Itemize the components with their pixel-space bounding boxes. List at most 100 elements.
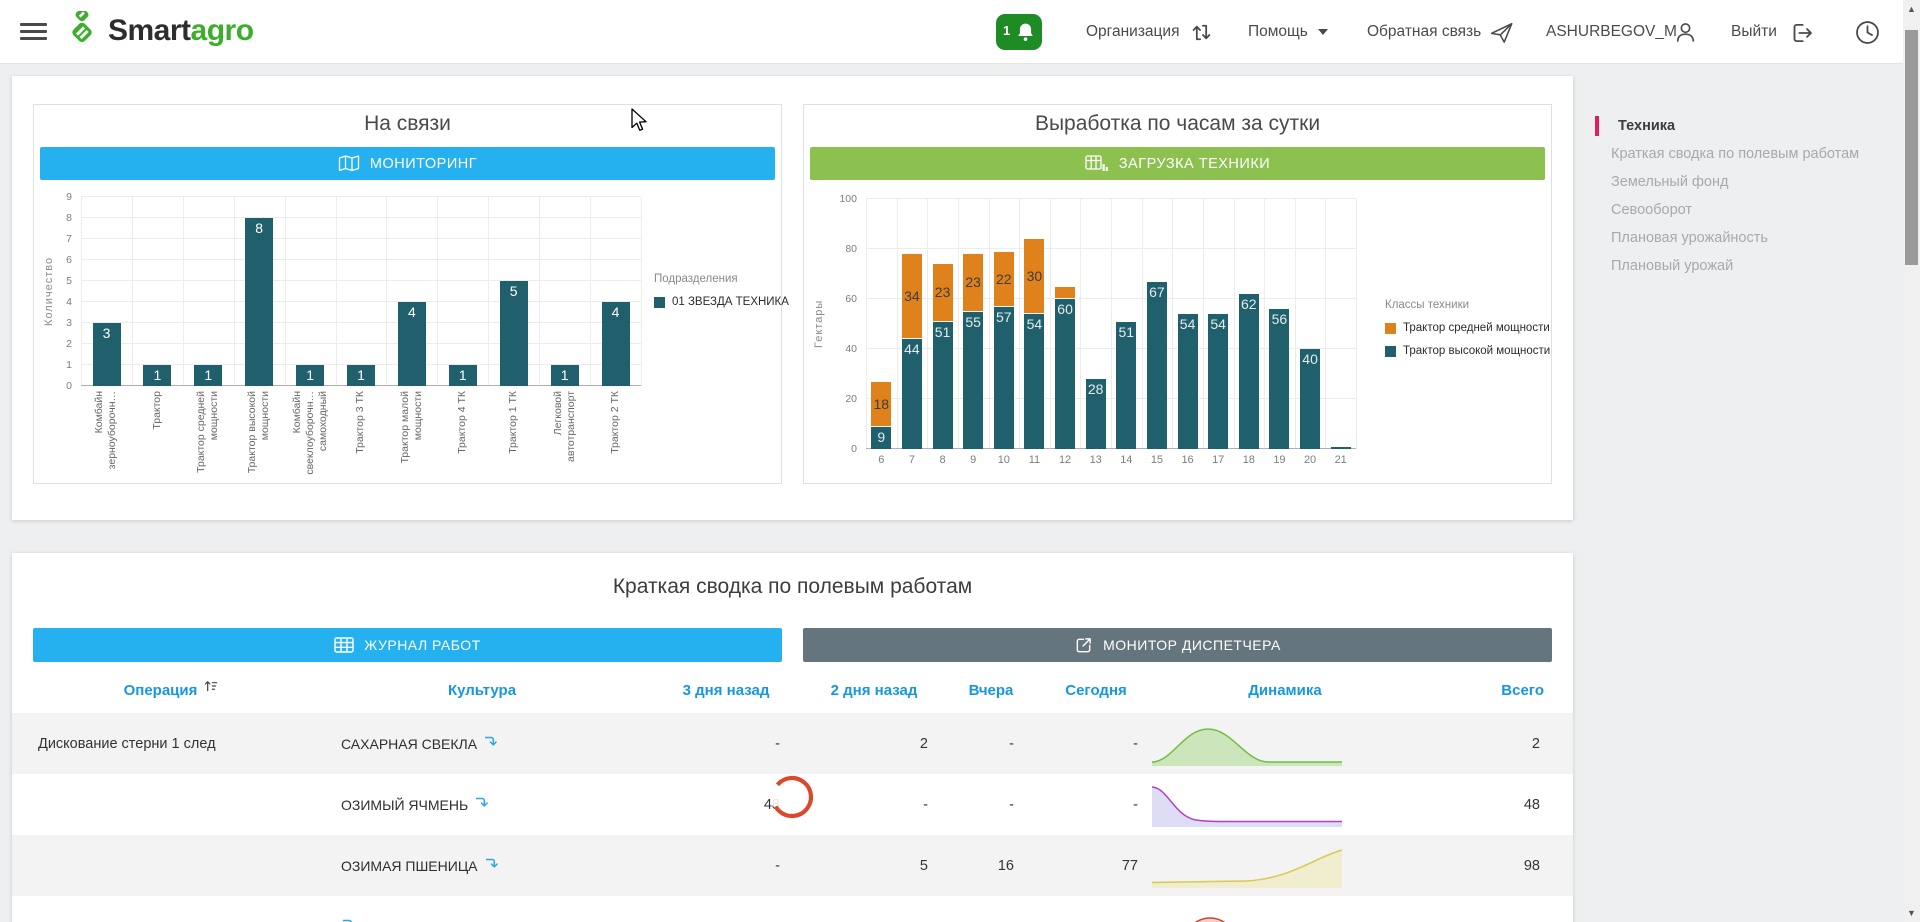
switch-organization-icon[interactable] <box>1189 20 1214 45</box>
bar[interactable]: 1 <box>143 365 172 386</box>
legend-entry[interactable]: Трактор высокой мощности <box>1385 345 1550 357</box>
bar[interactable]: 4 <box>601 302 630 386</box>
bar-value-label: 60 <box>1057 301 1073 317</box>
x-axis-category-label: 11 <box>1028 454 1041 466</box>
drill-down-icon[interactable] <box>474 795 489 809</box>
sidebar-item-6[interactable]: Плановый урожай <box>1611 258 1734 274</box>
bar[interactable]: 30 <box>1024 239 1045 314</box>
chart1-legend-title: Подразделения <box>654 273 738 285</box>
legend-entry[interactable]: Трактор средней мощности <box>1385 322 1550 334</box>
bar[interactable] <box>1055 286 1076 299</box>
organization-menu[interactable]: Организация <box>1086 23 1180 40</box>
bar[interactable]: 5 <box>499 281 528 386</box>
logout-icon[interactable] <box>1788 20 1814 46</box>
bar[interactable]: 1 <box>194 365 223 386</box>
table-row[interactable]: ОЗИМАЯ ПШЕНИЦА - 5 16 77 98 <box>12 835 1573 896</box>
sidebar-item-4[interactable]: Севооборот <box>1611 202 1693 218</box>
dispatcher-monitor-button[interactable]: МОНИТОР ДИСПЕТЧЕРА <box>803 628 1552 662</box>
bar[interactable]: 54 <box>1208 314 1229 449</box>
column-header[interactable]: Культура <box>447 681 517 699</box>
table-row[interactable] <box>12 896 1573 922</box>
bar[interactable]: 51 <box>932 321 953 449</box>
bar[interactable]: 18 <box>871 381 892 427</box>
menu-icon[interactable] <box>20 23 47 42</box>
chevron-down-icon[interactable] <box>1318 29 1328 35</box>
drill-down-icon[interactable] <box>483 734 498 748</box>
logo-icon <box>62 11 102 51</box>
bar[interactable]: 3 <box>92 323 121 386</box>
bar[interactable]: 54 <box>1024 314 1045 449</box>
bar[interactable]: 1 <box>448 365 477 386</box>
column-header[interactable]: Сегодня <box>1065 681 1127 699</box>
bar-value-label: 9 <box>877 428 886 445</box>
bar[interactable]: 1 <box>347 365 375 386</box>
page-nav-sidebar: Техника Краткая сводка по полевым работам… <box>1595 112 1896 280</box>
bar[interactable]: 44 <box>901 339 922 449</box>
bar[interactable]: 67 <box>1146 281 1167 449</box>
bar[interactable]: 22 <box>993 251 1014 307</box>
bar[interactable]: 40 <box>1300 349 1321 449</box>
column-header[interactable]: Вчера <box>968 681 1014 699</box>
drill-down-icon[interactable] <box>341 917 356 922</box>
logo[interactable]: Smartagro <box>62 11 254 51</box>
column-header[interactable]: Всего <box>1501 681 1544 699</box>
help-menu[interactable]: Помощь <box>1248 23 1308 40</box>
charts-panel: На связи МОНИТОРИНГ Количество Подраздел… <box>12 76 1573 520</box>
sidebar-item-5[interactable]: Плановая урожайность <box>1611 230 1768 246</box>
bar[interactable]: 62 <box>1238 294 1259 449</box>
bar[interactable]: 23 <box>963 254 984 312</box>
culture-cell[interactable] <box>312 917 652 922</box>
bar[interactable]: 34 <box>901 254 922 339</box>
sidebar-item-1[interactable]: Техника <box>1595 112 1896 140</box>
scrollbar[interactable]: ▲ ▼ <box>1903 0 1920 922</box>
bar[interactable]: 54 <box>1177 314 1198 449</box>
column-header[interactable]: 2 дня назад <box>830 681 918 699</box>
equipment-load-button[interactable]: ЗАГРУЗКА ТЕХНИКИ <box>810 147 1545 180</box>
column-header[interactable]: Операция <box>30 680 312 699</box>
bar[interactable]: 28 <box>1085 379 1106 449</box>
bar-value-label: 1 <box>204 367 213 383</box>
username[interactable]: ASHURBEGOV_M <box>1546 23 1677 40</box>
bar[interactable]: 60 <box>1055 299 1076 449</box>
scrollbar-thumb[interactable] <box>1905 30 1918 265</box>
sidebar-item-3[interactable]: Земельный фонд <box>1611 174 1729 190</box>
bar[interactable]: 23 <box>932 264 953 322</box>
notification-count: 1 <box>1003 23 1011 38</box>
bar-value-label: 54 <box>1210 316 1226 332</box>
drill-down-icon[interactable] <box>484 856 499 870</box>
bar[interactable]: 1 <box>296 365 325 386</box>
work-journal-button[interactable]: ЖУРНАЛ РАБОТ <box>33 628 782 662</box>
bar[interactable]: 56 <box>1269 309 1290 449</box>
brand-name-green: agro <box>190 14 255 47</box>
user-icon[interactable] <box>1673 20 1698 45</box>
paper-plane-icon[interactable] <box>1489 20 1514 45</box>
sort-ascending-icon[interactable] <box>203 678 218 693</box>
column-header[interactable]: 3 дня назад <box>682 681 770 699</box>
column-header[interactable]: Динамика <box>1248 681 1322 699</box>
scroll-up-icon[interactable]: ▲ <box>1907 4 1916 14</box>
bar[interactable]: 9 <box>871 426 892 449</box>
bar[interactable] <box>1330 446 1351 449</box>
culture-cell[interactable]: САХАРНАЯ СВЕКЛА <box>312 734 652 754</box>
scroll-down-icon[interactable]: ▼ <box>1907 908 1916 918</box>
bar[interactable]: 55 <box>963 311 984 449</box>
field-work-summary-panel: Краткая сводка по полевым работам ЖУРНАЛ… <box>12 553 1573 922</box>
bar[interactable]: 51 <box>1116 321 1137 449</box>
clock-icon[interactable] <box>1854 19 1881 46</box>
bar[interactable]: 4 <box>397 302 426 386</box>
x-axis-category-label: 15 <box>1150 454 1164 466</box>
x-axis-category-label: 13 <box>1089 454 1102 466</box>
culture-cell[interactable]: ОЗИМЫЙ ЯЧМЕНЬ <box>312 795 652 815</box>
monitoring-button[interactable]: МОНИТОРИНГ <box>40 147 775 180</box>
legend-entry[interactable]: 01 ЗВЕЗДА ТЕХНИКА <box>654 296 789 308</box>
bar[interactable]: 57 <box>993 306 1014 449</box>
bar[interactable]: 8 <box>245 218 274 386</box>
table-row[interactable]: Дискование стерни 1 след САХАРНАЯ СВЕКЛА … <box>12 713 1573 774</box>
sidebar-item-2[interactable]: Краткая сводка по полевым работам <box>1611 146 1860 162</box>
logout-menu[interactable]: Выйти <box>1731 23 1777 40</box>
culture-cell[interactable]: ОЗИМАЯ ПШЕНИЦА <box>312 856 652 876</box>
yesterday-cell: - <box>1009 796 1014 813</box>
feedback-menu[interactable]: Обратная связь <box>1367 23 1482 40</box>
bar[interactable]: 1 <box>550 365 579 386</box>
notifications-button[interactable]: 1 <box>996 14 1042 50</box>
